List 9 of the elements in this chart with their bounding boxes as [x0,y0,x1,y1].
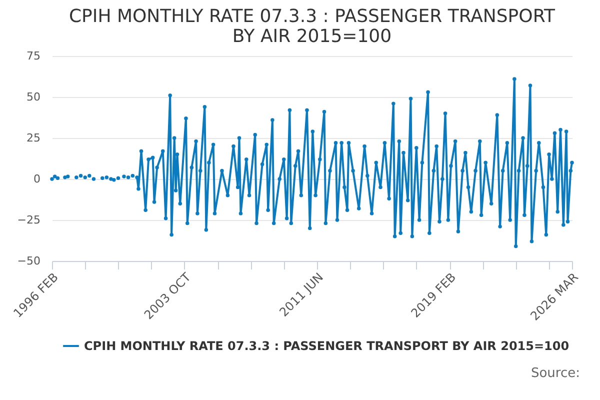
y-tick-label: 25 [26,132,40,144]
y-tick-label: −50 [17,254,40,268]
legend-label: CPIH MONTHLY RATE 07.3.3 : PASSENGER TRANSPORT BY AIR 2015=100 [84,339,570,353]
source-note: Source: [530,366,580,381]
chart-title: CPIH MONTHLY RATE 07.3.3 : PASSENGER TRANSPORT BY AIR 2015=100 [68,6,556,47]
y-tick-label: 50 [26,90,40,104]
y-tick-label: 0 [34,172,40,186]
y-tick-label: −25 [17,214,40,226]
y-tick-label: 75 [26,50,40,62]
